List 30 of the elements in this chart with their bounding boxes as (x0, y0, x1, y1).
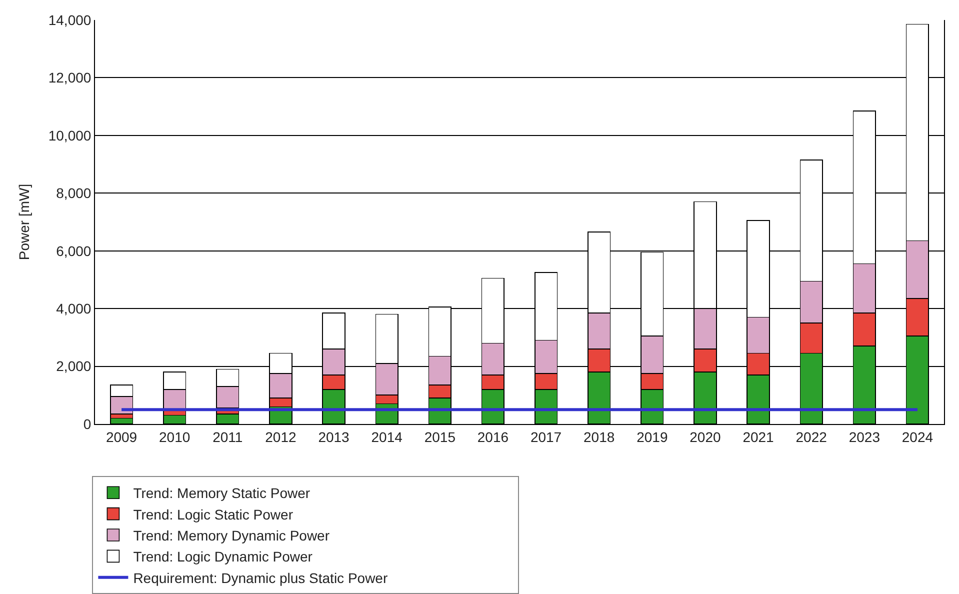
legend-label: Trend: Logic Static Power (133, 506, 294, 522)
x-tick-label: 2021 (742, 428, 774, 445)
legend-label: Trend: Memory Dynamic Power (133, 527, 330, 544)
y-tick-label: 2,000 (56, 358, 92, 374)
legend-label: Trend: Logic Dynamic Power (133, 548, 313, 565)
y-tick-label: 10,000 (48, 127, 92, 144)
y-tick-label: 6,000 (56, 242, 92, 259)
x-tick-label: 2019 (636, 428, 668, 445)
x-tick-label: 2022 (796, 428, 828, 445)
x-tick-label: 2013 (318, 428, 350, 445)
x-tick-label: 2010 (159, 428, 190, 445)
y-axis-title: Power [mW] (16, 184, 32, 260)
y-tick-label: 4,000 (56, 300, 92, 316)
x-tick-label: 2009 (106, 428, 138, 445)
x-tick-label: 2020 (690, 428, 721, 445)
x-tick-label: 2023 (848, 428, 880, 445)
x-tick-label: 2011 (212, 428, 243, 445)
x-tick-label: 2015 (424, 428, 456, 445)
y-tick-label: 8,000 (56, 185, 92, 202)
x-tick-label: 2014 (371, 428, 403, 445)
x-tick-label: 2024 (902, 428, 934, 445)
x-tick-label: 2016 (477, 428, 509, 445)
legend-label: Trend: Memory Static Power (133, 485, 310, 502)
x-tick-label: 2012 (265, 428, 296, 445)
y-tick-label: 14,000 (48, 12, 92, 28)
x-tick-label: 2017 (530, 428, 562, 445)
x-tick-label: 2018 (584, 428, 615, 445)
legend-label: Requirement: Dynamic plus Static Power (133, 570, 388, 586)
y-tick-label: 12,000 (48, 70, 92, 86)
y-tick-label: 0 (83, 416, 92, 432)
